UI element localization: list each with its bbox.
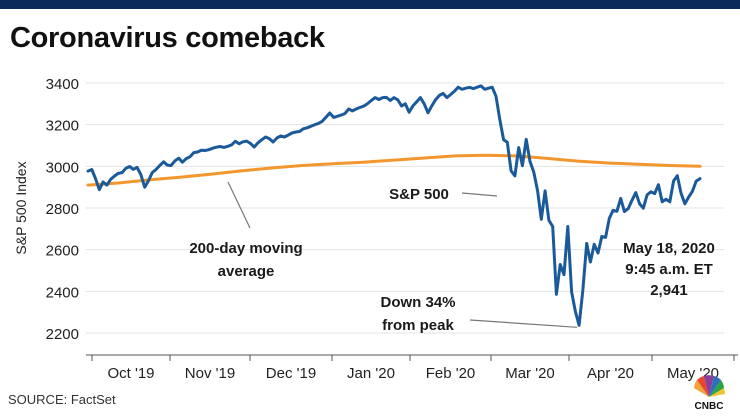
y-tick-label: 2800 — [46, 201, 79, 218]
cnbc-logo: CNBC — [686, 368, 732, 412]
annotation-latest-value: 2,941 — [650, 282, 688, 299]
series-line-sp500 — [86, 84, 702, 327]
annotation-moving-average: average — [218, 263, 275, 280]
y-tick-label: 2400 — [46, 284, 79, 301]
y-axis-label: S&P 500 Index — [13, 161, 29, 254]
x-tick-label: Feb '20 — [426, 365, 476, 382]
y-tick-label: 3000 — [46, 159, 79, 176]
y-tick-label: 2600 — [46, 243, 79, 260]
x-tick-label: Oct '19 — [107, 365, 154, 382]
annotation-leader-line — [227, 181, 251, 229]
y-tick-label: 3400 — [46, 76, 79, 93]
annotation-latest-value: May 18, 2020 — [623, 240, 715, 257]
chart-title: Coronavirus comeback — [10, 22, 325, 54]
y-tick-label: 2200 — [46, 326, 79, 343]
annotation-latest-value: 9:45 a.m. ET — [625, 261, 713, 278]
x-tick-label: Nov '19 — [185, 365, 235, 382]
x-tick-label: Jan '20 — [347, 365, 395, 382]
annotation-leader-line — [469, 319, 578, 328]
source-note: SOURCE: FactSet — [8, 392, 116, 407]
x-tick-label: Mar '20 — [505, 365, 555, 382]
series-line-200-day-moving-average — [86, 153, 702, 187]
x-tick-label: Dec '19 — [266, 365, 316, 382]
x-tick-label: Apr '20 — [587, 365, 634, 382]
top-bar — [0, 0, 740, 9]
cnbc-logo-text: CNBC — [695, 401, 724, 412]
annotation-down-from-peak: from peak — [382, 317, 454, 334]
annotation-sp500: S&P 500 — [389, 186, 449, 203]
annotation-down-from-peak: Down 34% — [380, 294, 455, 311]
annotation-moving-average: 200-day moving — [189, 240, 302, 257]
annotation-leader-line — [461, 192, 498, 197]
y-tick-label: 3200 — [46, 118, 79, 135]
